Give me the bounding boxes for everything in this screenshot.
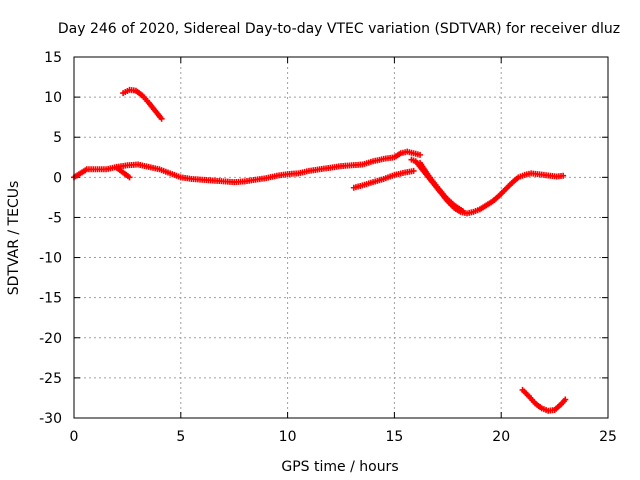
y-tick-label: -15: [39, 291, 62, 307]
y-tick-label: 0: [53, 170, 62, 186]
x-tick-label: 25: [599, 429, 617, 445]
x-tick-label: 0: [70, 429, 79, 445]
tick-labels: 0 5 10 15 20 25 15 10 5 0 -5 -10 -15 -20 -25 -30: [39, 50, 617, 445]
x-tick-label: 15: [385, 429, 403, 445]
x-axis-label: GPS time / hours: [281, 459, 398, 475]
series-track-descent: [408, 156, 567, 217]
x-tick-label: 10: [279, 429, 297, 445]
data-point: [459, 208, 466, 215]
plot-frame: [73, 56, 609, 419]
y-tick-label: 15: [44, 50, 62, 66]
data-point: [560, 172, 567, 179]
data-point: [417, 151, 424, 158]
series-track-lower: [519, 386, 569, 414]
series-track-dip: [113, 164, 133, 181]
y-tick-label: 10: [44, 90, 62, 106]
series-track-main: [71, 148, 424, 186]
data-points: [71, 86, 569, 414]
y-tick-label: -20: [39, 331, 62, 347]
y-tick-label: -10: [39, 251, 62, 267]
x-tick-label: 20: [492, 429, 510, 445]
data-point: [158, 115, 165, 122]
grid: [74, 57, 608, 418]
series-track-secondary-descent: [417, 159, 466, 215]
y-tick-label: -5: [48, 210, 62, 226]
data-point: [410, 167, 417, 174]
data-point: [126, 174, 133, 181]
data-point: [562, 396, 569, 403]
y-axis-label: SDTVAR / TECUs: [6, 181, 22, 296]
series-track-secondary: [350, 167, 417, 191]
y-tick-label: -30: [39, 411, 62, 427]
x-tick-label: 5: [176, 429, 185, 445]
y-tick-label: 5: [53, 130, 62, 146]
chart-title: Day 246 of 2020, Sidereal Day-to-day VTE…: [58, 21, 620, 37]
y-tick-label: -25: [39, 371, 62, 387]
series-track-upper: [120, 86, 165, 122]
